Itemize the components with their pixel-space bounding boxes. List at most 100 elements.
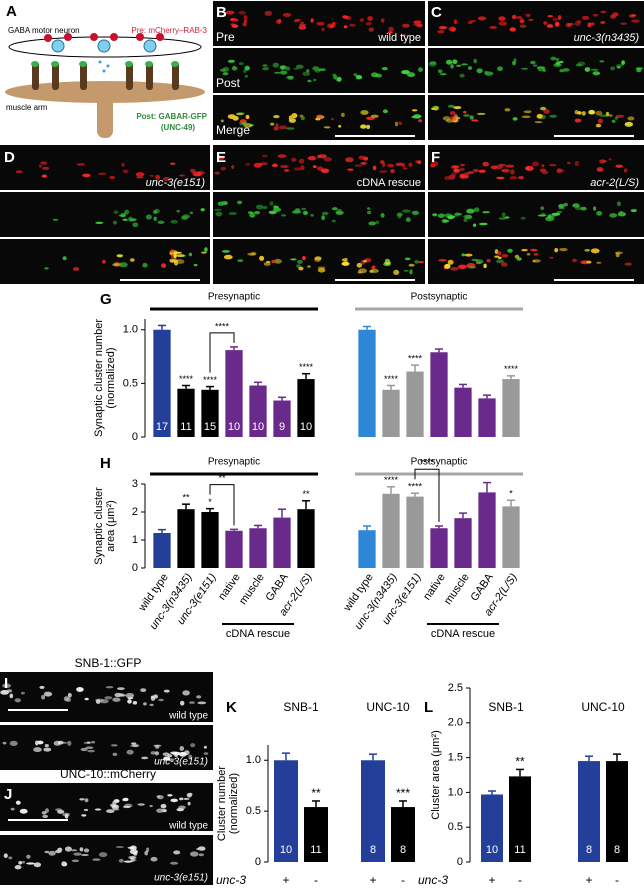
puncta (227, 114, 236, 119)
puncta (451, 172, 457, 177)
puncta (401, 70, 410, 75)
post-marker (125, 61, 133, 67)
puncta (302, 71, 311, 76)
puncta (278, 18, 282, 24)
puncta (130, 258, 135, 262)
genotype-label: + (488, 873, 495, 887)
puncta (217, 201, 225, 206)
puncta (439, 73, 447, 76)
puncta (497, 256, 502, 259)
puncta (284, 66, 291, 71)
puncta (581, 15, 590, 20)
puncta (496, 176, 505, 180)
puncta (615, 251, 623, 255)
puncta (543, 109, 550, 114)
puncta (471, 119, 479, 122)
puncta (293, 167, 302, 171)
puncta (501, 168, 510, 173)
puncta (512, 117, 518, 121)
n-label: 11 (180, 421, 191, 433)
puncta (635, 67, 644, 70)
puncta (284, 169, 290, 172)
bar (153, 533, 171, 568)
puncta (608, 114, 613, 117)
puncta (15, 170, 23, 174)
puncta (61, 861, 67, 865)
puncta (132, 222, 139, 228)
puncta (170, 219, 178, 224)
puncta (411, 210, 419, 215)
puncta (559, 60, 564, 64)
puncta (161, 263, 167, 268)
puncta (501, 254, 509, 258)
puncta (563, 202, 568, 207)
puncta (316, 21, 321, 26)
puncta (150, 751, 156, 755)
bar (273, 400, 291, 437)
bar (382, 389, 400, 437)
significance: ** (218, 473, 226, 483)
puncta (41, 174, 48, 178)
puncta (590, 68, 599, 72)
puncta (80, 747, 88, 752)
puncta (497, 251, 502, 256)
puncta (220, 119, 224, 123)
significance: **** (179, 374, 194, 384)
puncta (44, 744, 49, 748)
puncta (249, 213, 256, 218)
puncta (215, 211, 223, 217)
panel-letter: D (4, 149, 15, 166)
puncta (2, 683, 11, 689)
puncta (590, 248, 600, 254)
puncta (557, 15, 562, 21)
puncta (608, 158, 612, 161)
micrograph (0, 145, 210, 190)
puncta (378, 170, 388, 173)
puncta (273, 258, 282, 264)
puncta (520, 67, 529, 70)
puncta (464, 253, 473, 257)
puncta (110, 744, 118, 747)
puncta (398, 121, 403, 125)
puncta (14, 698, 21, 703)
bar (177, 388, 195, 437)
puncta (201, 251, 207, 254)
puncta (402, 33, 407, 37)
category-label: SNB-1 (488, 700, 524, 714)
puncta (621, 60, 625, 65)
puncta (415, 160, 420, 164)
puncta (190, 743, 196, 748)
genotype: wild type (377, 32, 421, 44)
bar (201, 512, 219, 568)
puncta (262, 67, 269, 71)
puncta (341, 258, 347, 262)
puncta (73, 852, 82, 856)
pre-marker (136, 33, 144, 41)
puncta (551, 212, 561, 216)
puncta (157, 220, 165, 224)
panel-letter: G (100, 291, 112, 308)
panel-letter: E (216, 149, 226, 166)
puncta (510, 169, 515, 175)
puncta (214, 171, 220, 175)
puncta (587, 22, 592, 28)
puncta (371, 265, 376, 271)
puncta (307, 265, 311, 268)
puncta (314, 256, 322, 261)
puncta (477, 16, 487, 21)
y-tick-label: 2.5 (448, 682, 463, 694)
puncta (149, 703, 154, 707)
pre-marker (44, 34, 52, 42)
puncta (163, 689, 170, 693)
bar (606, 761, 628, 862)
micrograph (213, 192, 425, 237)
puncta (532, 64, 538, 67)
puncta (365, 21, 372, 26)
puncta (131, 742, 137, 745)
puncta (217, 157, 225, 160)
puncta (404, 257, 411, 261)
puncta (612, 12, 619, 17)
puncta (343, 25, 348, 29)
puncta (83, 808, 89, 812)
puncta (116, 254, 124, 258)
